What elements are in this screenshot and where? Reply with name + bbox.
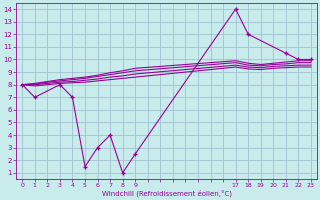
X-axis label: Windchill (Refroidissement éolien,°C): Windchill (Refroidissement éolien,°C) — [101, 190, 232, 197]
